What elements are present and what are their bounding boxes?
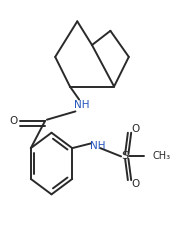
Text: NH: NH	[90, 141, 105, 151]
Text: NH: NH	[74, 100, 90, 110]
Text: S: S	[122, 151, 129, 161]
Text: O: O	[131, 124, 139, 134]
Text: O: O	[10, 116, 18, 126]
Text: O: O	[131, 179, 139, 189]
Text: CH₃: CH₃	[152, 151, 171, 161]
